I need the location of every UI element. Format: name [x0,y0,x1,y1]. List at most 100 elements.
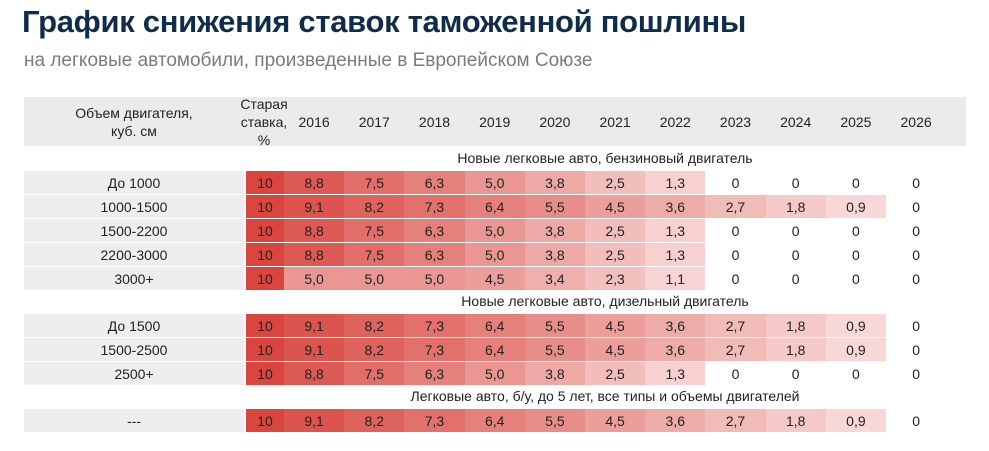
section-title: Легковые авто, б/у, до 5 лет, все типы и… [410,388,800,404]
rate-value: 0 [912,270,920,287]
rate-cell-fill [585,243,646,266]
header-engine-volume: Объем двигателя, куб. см [75,104,193,139]
rate-cell-fill [645,195,706,218]
rate-value: 9,1 [304,341,324,358]
row-label: 3000+ [114,270,154,287]
rate-value: 9,1 [304,412,324,429]
rate-cell-fill [464,219,525,242]
rate-cell-fill [585,219,646,242]
row-label-background [24,267,244,290]
rate-value: 0 [731,270,740,287]
header-year-2016: 2016 [298,113,330,130]
rate-cell-fill [705,314,766,337]
header-year-2024: 2024 [780,113,812,130]
rate-value: 5,0 [484,365,505,382]
rate-value: 0 [791,365,800,382]
rate-value: 0 [851,365,860,382]
row-label-background [24,219,244,242]
rate-value: 7,5 [364,222,385,239]
rate-cell-fill [524,267,585,290]
row-label: До 1000 [107,174,161,191]
rate-cell-fill [585,195,646,218]
rate-value: 0 [912,174,920,191]
rate-cell-fill [524,362,585,385]
rate-cell-fill [344,243,405,266]
page-subtitle: на легковые автомобили, произведенные в … [24,50,593,71]
rate-cell-fill [464,171,525,194]
rate-cell-fill [524,219,585,242]
header-year-2026: 2026 [900,113,932,130]
row-label: 2200-3000 [100,246,168,263]
rate-cell-fill [645,219,706,242]
old-rate-value: 10 [257,270,273,287]
rate-cell-fill [284,171,345,194]
rate-cell-fill [645,171,706,194]
rate-value: 9,1 [304,317,324,334]
rate-cell-fill [284,195,345,218]
old-rate-cell-fill [246,219,284,242]
old-rate-cell-fill [246,243,284,266]
rate-cell-fill [284,267,345,290]
rate-value: 0 [731,365,740,382]
rate-value: 7,3 [424,412,445,429]
rate-cell-fill [284,243,345,266]
rate-value: 0 [791,246,800,263]
rate-value: 0 [912,317,920,334]
section-title: Новые легковые авто, дизельный двигатель [461,293,749,309]
rate-value: 0,9 [846,317,866,334]
rate-cell-fill [645,362,706,385]
rate-cell-fill [464,338,525,361]
rate-value: 4,5 [605,341,625,358]
rate-value: 7,5 [364,365,385,382]
rate-value: 2,5 [605,174,625,191]
rate-value: 0 [791,174,800,191]
rate-value: 9,1 [304,198,324,215]
rate-cell-fill [705,338,766,361]
rate-cell-fill [344,171,405,194]
rate-value: 3,8 [545,174,565,191]
rate-cell-fill [404,195,465,218]
old-rate-value: 10 [257,341,273,358]
rate-value: 3,8 [545,246,565,263]
header-year-2018: 2018 [418,113,451,130]
rate-value: 8,2 [364,412,385,429]
rate-value: 0 [851,270,860,287]
row-label: 2500+ [114,365,154,382]
rate-value: 1,3 [665,222,686,239]
rate-cell-fill [344,409,405,432]
rate-value: 6,3 [424,222,445,239]
old-rate-cell-fill [246,362,284,385]
rate-value: 0 [851,174,860,191]
rate-value: 1,3 [665,174,686,191]
rate-value: 5,5 [545,341,565,358]
rate-value: 7,3 [424,198,445,215]
rate-value: 8,8 [304,365,324,382]
rate-value: 1,3 [665,365,686,382]
rate-value: 0 [851,246,860,263]
rate-cell-fill [284,362,345,385]
duty-rate-table: Объем двигателя, куб. см Старая ставка, %… [24,96,966,437]
row-label-background [24,362,244,385]
rate-value: 5,0 [484,174,505,191]
rate-cell-fill [464,267,525,290]
rate-cell-fill [404,267,465,290]
rate-value: 2,5 [605,222,625,239]
rate-value: 3,8 [545,222,565,239]
old-rate-cell-fill [246,409,284,432]
rate-cell-fill [645,338,706,361]
rate-value: 8,2 [364,198,385,215]
rate-value: 4,5 [605,198,625,215]
header-year-2019: 2019 [479,113,511,130]
rate-cell-fill [464,195,525,218]
old-rate-cell-fill [246,195,284,218]
rate-value: 3,6 [665,412,686,429]
rate-value: 1,8 [785,317,806,334]
rate-cell-fill [825,338,886,361]
rate-cell-fill [284,409,345,432]
rate-cell-fill [344,195,405,218]
rate-value: 0 [731,246,740,263]
old-rate-value: 10 [257,317,273,334]
rate-value: 2,7 [725,198,746,215]
rate-value: 2,3 [605,270,625,287]
rate-value: 3,6 [665,317,686,334]
